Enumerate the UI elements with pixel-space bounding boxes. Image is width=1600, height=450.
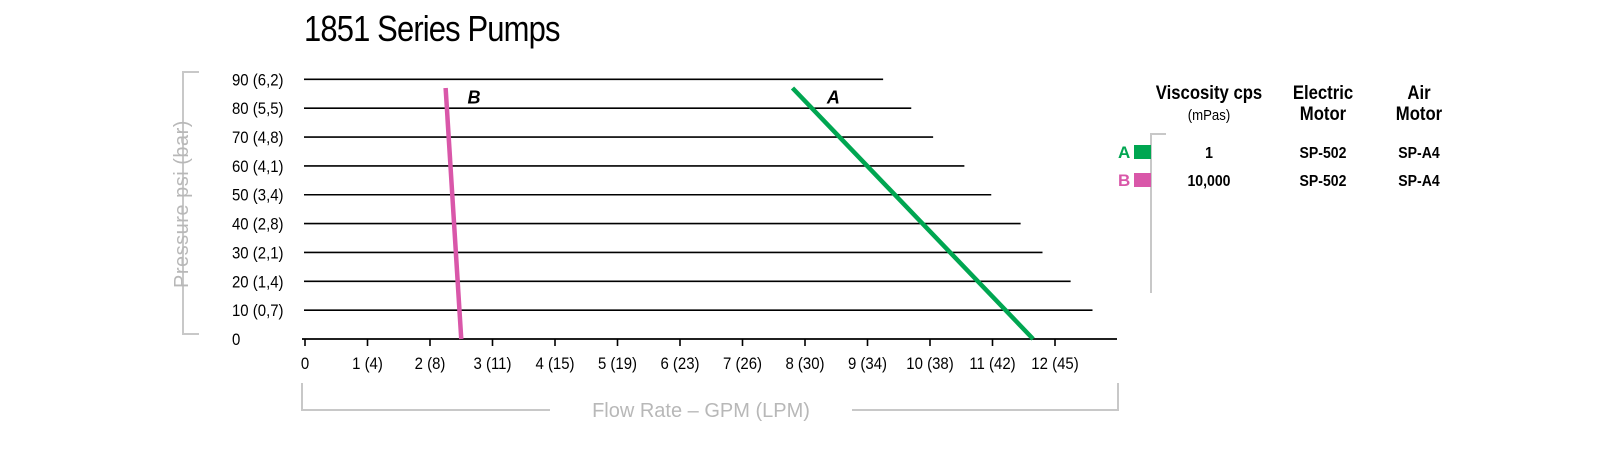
legend-header: Air	[1407, 82, 1430, 103]
legend-swatch-a	[1134, 145, 1151, 159]
x-tick-label: 3 (11)	[474, 355, 512, 373]
x-axis-label: Flow Rate – GPM (LPM)	[592, 400, 810, 422]
y-tick-label: 30 (2,1)	[232, 245, 284, 263]
series-lines: AB	[443, 86, 1035, 341]
x-tick-label: 12 (45)	[1031, 355, 1078, 373]
x-tick-label: 11 (42)	[969, 355, 1015, 373]
y-tick-label: 60 (4,1)	[232, 158, 284, 176]
chart-title: 1851 Series Pumps	[304, 8, 560, 49]
x-tick-label: 0	[301, 355, 309, 373]
legend: Viscosity cps(mPas)ElectricMotorAirMotor…	[1118, 82, 1442, 293]
y-tick-label: 50 (3,4)	[232, 187, 284, 205]
x-axis-bracket-right	[852, 383, 1119, 411]
legend-header: Electric	[1293, 82, 1353, 103]
y-axis-bracket	[182, 71, 199, 335]
y-tick-label: 40 (2,8)	[232, 216, 284, 234]
legend-key-a: A	[1118, 143, 1130, 162]
y-tick-label: 0	[232, 331, 240, 349]
series-label-a: A	[826, 88, 840, 108]
legend-viscosity: 1	[1205, 144, 1213, 162]
x-axis-bracket-left	[301, 383, 550, 411]
gridlines	[304, 78, 1093, 311]
x-tick-label: 9 (34)	[848, 355, 887, 373]
axis-frame: Pressure psi (bar) Flow Rate – GPM (LPM)	[171, 71, 1119, 422]
legend-swatch-b	[1134, 173, 1151, 187]
x-tick-label: 6 (23)	[660, 355, 699, 373]
x-tick-label: 10 (38)	[906, 355, 953, 373]
y-tick-label: 70 (4,8)	[232, 129, 284, 147]
legend-header: Viscosity cps	[1156, 82, 1263, 103]
legend-key-b: B	[1118, 171, 1130, 190]
y-axis-label: Pressure psi (bar)	[171, 120, 193, 288]
legend-header: Motor	[1300, 103, 1346, 124]
legend-air-motor: SP-A4	[1398, 144, 1440, 162]
legend-header: (mPas)	[1188, 106, 1230, 123]
y-tick-label: 10 (0,7)	[232, 302, 284, 320]
x-tick-label: 8 (30)	[785, 355, 824, 373]
x-tick-label: 1 (4)	[352, 355, 383, 373]
legend-air-motor: SP-A4	[1398, 172, 1440, 190]
y-tick-label: 20 (1,4)	[232, 273, 284, 291]
axes: 0 1 (4) 2 (8) 3 (11) 4 (15) 5 (19) 6 (23) 7 (26…	[232, 72, 1117, 373]
y-tick-label: 80 (5,5)	[232, 100, 284, 118]
legend-viscosity: 10,000	[1187, 172, 1230, 190]
x-tick-label: 5 (19)	[598, 355, 637, 373]
legend-header: Motor	[1396, 103, 1442, 124]
legend-bracket	[1150, 133, 1166, 293]
y-tick-label: 90 (6,2)	[232, 72, 284, 90]
legend-electric-motor: SP-502	[1300, 144, 1347, 162]
x-tick-label: 4 (15)	[535, 355, 574, 373]
series-label-b: B	[468, 88, 481, 108]
x-tick-label: 7 (26)	[723, 355, 762, 373]
series-line-a	[790, 86, 1035, 341]
legend-electric-motor: SP-502	[1300, 172, 1347, 190]
x-tick-label: 2 (8)	[415, 355, 446, 373]
series-line-b	[443, 87, 464, 340]
